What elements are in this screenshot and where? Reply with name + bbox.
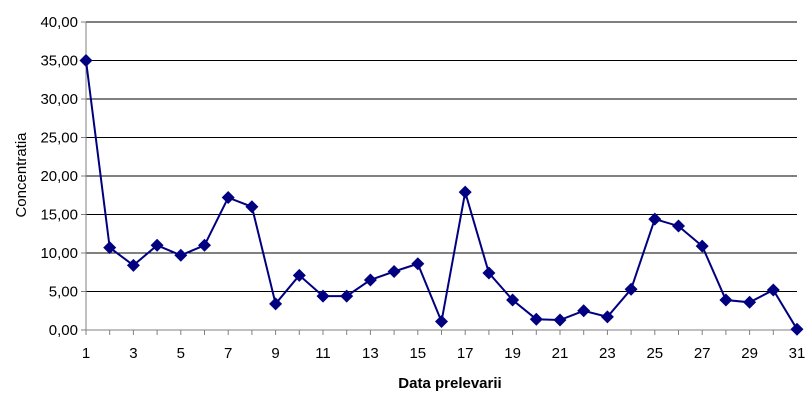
x-tick-label: 23 — [599, 345, 616, 362]
gridlines — [86, 21, 797, 292]
x-tick-label: 17 — [457, 345, 474, 362]
y-tick-label: 15,00 — [40, 207, 78, 224]
data-point — [245, 200, 259, 214]
y-tick-label: 0,00 — [49, 322, 78, 339]
data-point — [79, 54, 93, 67]
x-tick-label: 1 — [82, 345, 90, 362]
data-point — [553, 313, 567, 327]
data-point — [529, 312, 543, 326]
x-axis-ticks: 1 3 5 7 9 11 13 15 17 19 21 23 25 27 29 31 — [82, 330, 806, 362]
data-markers — [79, 54, 804, 336]
data-point — [577, 304, 591, 318]
x-tick-label: 3 — [129, 345, 137, 362]
y-tick-label: 10,00 — [40, 245, 78, 262]
x-tick-label: 15 — [409, 345, 426, 362]
data-point — [648, 212, 662, 226]
x-tick-label: 9 — [271, 345, 279, 362]
data-point — [506, 293, 520, 307]
data-point — [269, 297, 283, 311]
y-axis-ticks: 0,00 5,00 10,00 15,00 20,00 25,00 30,00 35,00 40… — [40, 14, 86, 339]
x-tick-label: 25 — [646, 345, 663, 362]
x-tick-label: 7 — [224, 345, 232, 362]
data-point — [766, 283, 780, 297]
data-point — [150, 238, 164, 252]
data-point — [458, 185, 472, 199]
data-point — [600, 310, 614, 324]
x-tick-label: 29 — [741, 345, 758, 362]
data-point — [790, 322, 804, 336]
data-point — [387, 264, 401, 278]
data-point — [221, 191, 235, 205]
x-tick-label: 21 — [552, 345, 569, 362]
data-point — [435, 315, 448, 329]
x-tick-label: 5 — [177, 345, 185, 362]
data-point — [624, 282, 638, 296]
y-tick-label: 30,00 — [40, 91, 78, 108]
x-axis-title: Data prelevarii — [398, 375, 501, 392]
x-tick-label: 31 — [789, 345, 806, 362]
y-tick-label: 5,00 — [49, 284, 78, 301]
x-tick-label: 13 — [362, 345, 379, 362]
y-tick-label: 40,00 — [40, 14, 78, 31]
y-axis-title: Concentratia — [13, 132, 30, 218]
data-point — [695, 239, 709, 253]
data-point — [103, 241, 117, 255]
data-point — [482, 266, 496, 280]
data-point — [198, 238, 211, 252]
data-point — [340, 289, 354, 303]
data-point — [126, 258, 140, 272]
data-point — [411, 257, 425, 271]
data-point — [672, 219, 685, 233]
data-point — [174, 248, 188, 262]
data-point — [719, 293, 733, 307]
data-point — [363, 273, 377, 287]
x-tick-label: 11 — [315, 345, 331, 362]
data-point — [292, 268, 306, 282]
data-point — [316, 289, 330, 303]
y-tick-label: 20,00 — [40, 168, 78, 185]
data-point — [743, 295, 757, 309]
x-tick-label: 19 — [504, 345, 521, 362]
series-line — [85, 60, 798, 330]
x-tick-label: 27 — [694, 345, 711, 362]
y-tick-label: 35,00 — [40, 53, 78, 70]
y-tick-label: 25,00 — [40, 130, 78, 147]
